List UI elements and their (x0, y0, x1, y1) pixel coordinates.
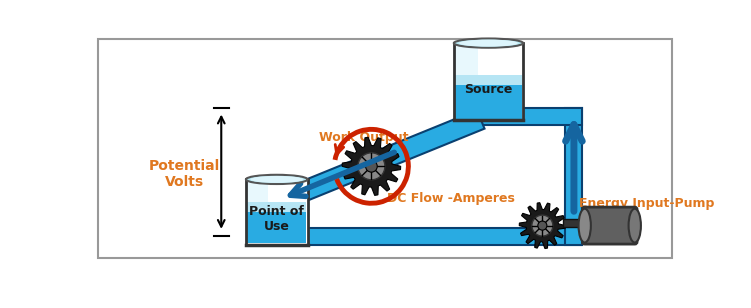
Bar (563, 219, 587, 227)
Bar (454, 43, 523, 120)
Bar (454, 43, 523, 120)
Polygon shape (342, 137, 401, 195)
FancyBboxPatch shape (582, 207, 637, 244)
Bar (247, 202, 306, 212)
Ellipse shape (454, 38, 523, 48)
Bar (247, 181, 268, 202)
Ellipse shape (246, 175, 307, 184)
Bar (482, 108, 582, 125)
Bar (254, 228, 581, 245)
Circle shape (532, 215, 553, 236)
Ellipse shape (578, 209, 591, 243)
Polygon shape (519, 203, 566, 249)
Text: Point of
Use: Point of Use (249, 205, 304, 233)
Ellipse shape (459, 40, 518, 47)
Circle shape (366, 160, 377, 172)
Bar (455, 75, 521, 119)
Ellipse shape (629, 209, 641, 243)
Circle shape (538, 221, 547, 230)
Text: Source: Source (464, 83, 513, 96)
Ellipse shape (251, 176, 303, 183)
Text: Potential
Volts: Potential Volts (149, 159, 220, 189)
Bar (455, 45, 478, 75)
Circle shape (358, 153, 385, 180)
Text: Work Output: Work Output (319, 131, 409, 144)
Text: DC Flow -Amperes: DC Flow -Amperes (387, 192, 514, 205)
Polygon shape (263, 110, 484, 216)
Text: Energy Input-Pump: Energy Input-Pump (579, 197, 715, 210)
FancyBboxPatch shape (98, 39, 671, 258)
Bar (246, 179, 307, 245)
Bar (455, 75, 521, 85)
Bar (247, 202, 306, 243)
Bar (246, 179, 307, 245)
Bar (566, 108, 582, 245)
